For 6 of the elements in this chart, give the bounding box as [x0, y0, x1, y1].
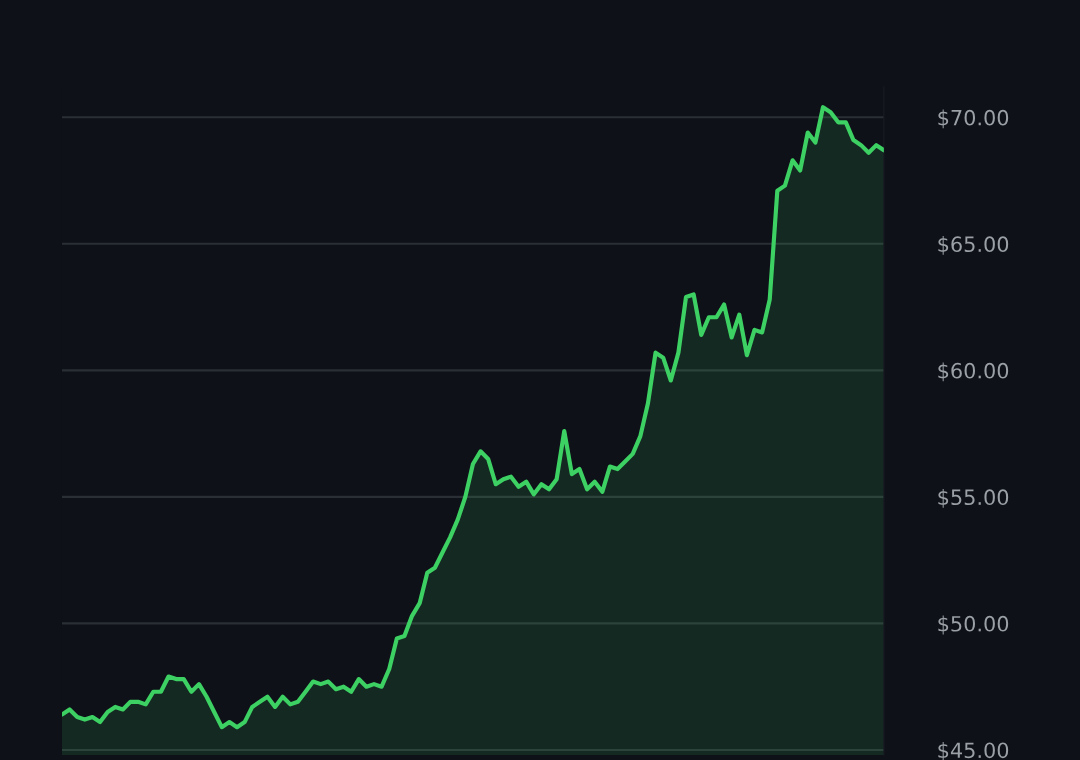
- y-tick-label: $55.00: [938, 488, 1009, 508]
- y-tick-label: $45.00: [938, 742, 1009, 760]
- y-tick-label: $65.00: [938, 235, 1009, 255]
- y-tick-label: $50.00: [938, 615, 1009, 635]
- y-tick-label: $60.00: [938, 362, 1009, 382]
- y-tick-label: $70.00: [938, 109, 1009, 129]
